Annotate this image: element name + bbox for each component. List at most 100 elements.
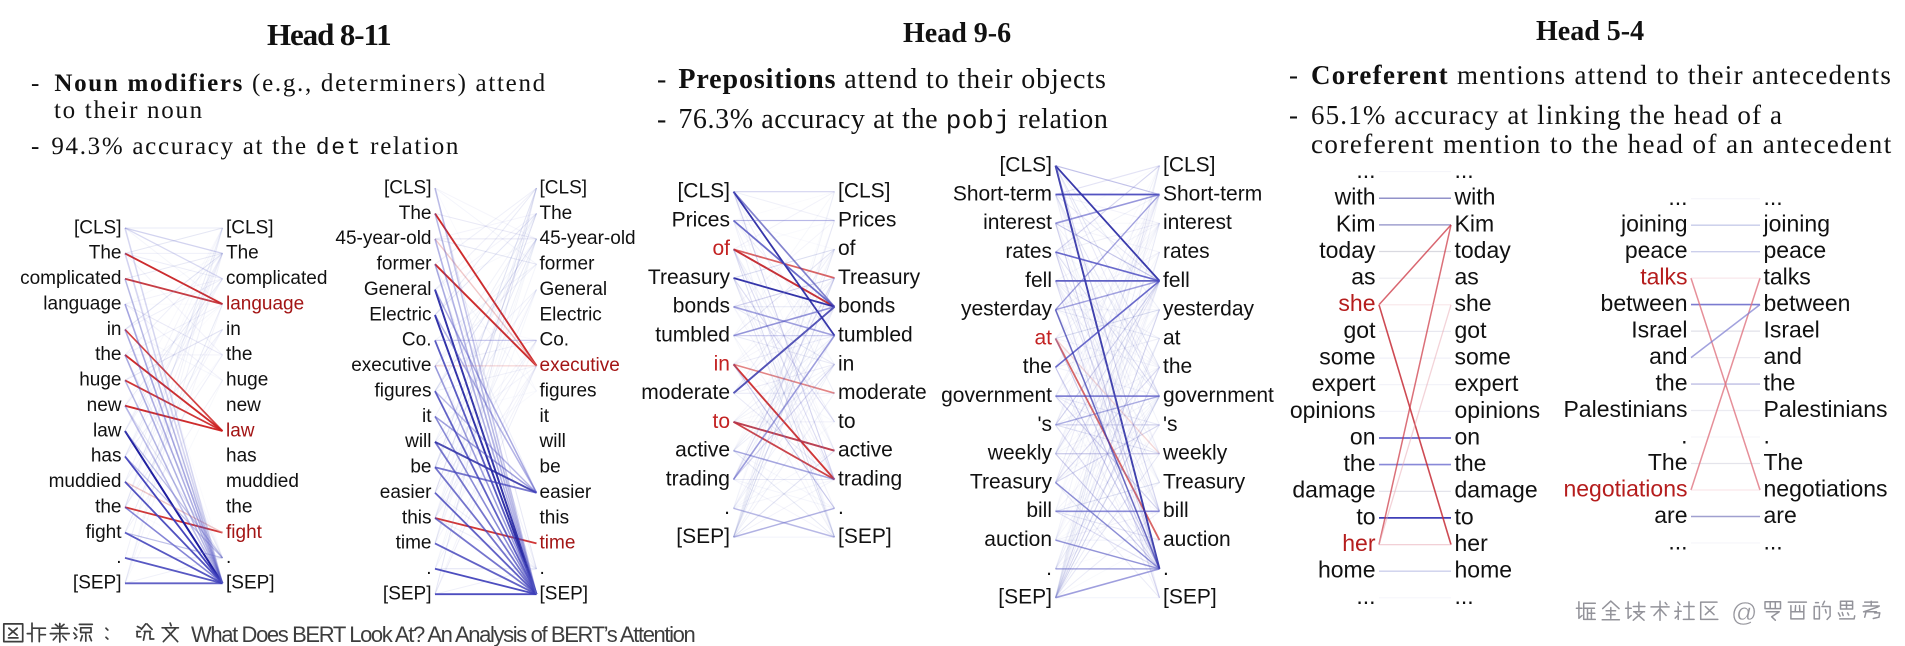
svg-text:.: . <box>540 558 545 579</box>
svg-text:will: will <box>404 431 431 452</box>
svg-text:on: on <box>1350 423 1376 449</box>
svg-text:Palestinians: Palestinians <box>1764 396 1888 422</box>
svg-text:[SEP]: [SEP] <box>676 525 730 548</box>
svg-text:language: language <box>226 293 304 314</box>
svg-text:Electric: Electric <box>540 304 602 325</box>
svg-text:auction: auction <box>984 528 1052 551</box>
svg-text:...: ... <box>1455 583 1474 609</box>
svg-text:fell: fell <box>1163 269 1190 292</box>
svg-text:'s: 's <box>1163 413 1178 436</box>
svg-text:muddied: muddied <box>49 471 122 492</box>
svg-text:the: the <box>1023 355 1052 378</box>
svg-text:at: at <box>1163 326 1181 349</box>
svg-text:time: time <box>540 533 576 554</box>
svg-text:...: ... <box>1668 184 1687 210</box>
svg-text:Israel: Israel <box>1764 317 1820 343</box>
svg-text:.: . <box>1163 557 1169 580</box>
svg-text:Prices: Prices <box>838 208 896 231</box>
svg-text:The: The <box>540 203 573 224</box>
svg-text:to: to <box>838 410 856 433</box>
svg-text:are: are <box>1654 502 1687 528</box>
svg-text:Treasury: Treasury <box>1163 470 1246 493</box>
svg-text:it: it <box>422 406 432 427</box>
svg-text:...: ... <box>1764 184 1783 210</box>
svg-text:Israel: Israel <box>1631 317 1687 343</box>
svg-text:interest: interest <box>983 211 1052 234</box>
svg-text:this: this <box>402 507 432 528</box>
svg-text:[SEP]: [SEP] <box>73 573 122 594</box>
svg-text:to: to <box>712 410 730 433</box>
svg-text:moderate: moderate <box>838 381 927 404</box>
svg-text:Co.: Co. <box>402 330 432 351</box>
svg-text:weekly: weekly <box>1162 442 1228 465</box>
svg-text:[SEP]: [SEP] <box>838 525 892 548</box>
svg-text:bill: bill <box>1026 499 1052 522</box>
svg-text:new: new <box>226 395 261 416</box>
svg-text:she: she <box>1455 290 1492 316</box>
svg-text:and: and <box>1649 343 1687 369</box>
svg-text:complicated: complicated <box>20 268 121 289</box>
svg-text:to: to <box>1356 503 1375 529</box>
svg-text:[CLS]: [CLS] <box>999 154 1052 177</box>
svg-text:General: General <box>364 279 432 300</box>
svg-text:rates: rates <box>1163 240 1210 263</box>
svg-text:negotiations: negotiations <box>1764 475 1888 501</box>
svg-text:bonds: bonds <box>838 295 895 318</box>
svg-text:Kim: Kim <box>1336 210 1376 236</box>
svg-text:@: @ <box>1731 597 1757 627</box>
svg-text:has: has <box>91 446 122 467</box>
svg-text:trading: trading <box>666 467 730 490</box>
svg-text:will: will <box>539 431 566 452</box>
svg-text:new: new <box>87 395 122 416</box>
svg-text:complicated: complicated <box>226 268 327 289</box>
svg-text:opinions: opinions <box>1290 397 1376 423</box>
svg-text:be: be <box>540 457 561 478</box>
svg-text:The: The <box>226 243 259 264</box>
svg-text:as: as <box>1455 264 1479 290</box>
svg-text:.: . <box>1046 557 1052 580</box>
svg-text:peace: peace <box>1625 237 1688 263</box>
svg-text:former: former <box>377 254 433 275</box>
svg-text:Palestinians: Palestinians <box>1563 396 1687 422</box>
svg-text:negotiations: negotiations <box>1563 475 1687 501</box>
svg-text:has: has <box>226 446 257 467</box>
svg-text:General: General <box>540 279 608 300</box>
svg-text:.: . <box>724 496 730 519</box>
svg-text:executive: executive <box>351 355 431 376</box>
svg-text:she: she <box>1338 290 1375 316</box>
svg-text:yesterday: yesterday <box>961 298 1053 321</box>
svg-text:got: got <box>1455 317 1488 343</box>
svg-text:her: her <box>1342 530 1376 556</box>
svg-text:law: law <box>93 420 122 441</box>
svg-text:expert: expert <box>1455 370 1520 396</box>
svg-text:some: some <box>1455 344 1511 370</box>
svg-text:the: the <box>1163 355 1192 378</box>
svg-text:the: the <box>226 344 252 365</box>
svg-text:huge: huge <box>79 370 121 391</box>
svg-text:got: got <box>1344 317 1377 343</box>
svg-text:opinions: opinions <box>1455 397 1541 423</box>
svg-text:The: The <box>89 243 122 264</box>
svg-text:Short-term: Short-term <box>1163 182 1262 205</box>
svg-text:with: with <box>1454 184 1496 210</box>
svg-text:executive: executive <box>540 355 620 376</box>
svg-text:law: law <box>226 420 255 441</box>
svg-text:weekly: weekly <box>987 442 1053 465</box>
svg-text:be: be <box>410 457 431 478</box>
svg-text:and: and <box>1764 343 1802 369</box>
svg-text:[CLS]: [CLS] <box>74 217 122 238</box>
svg-text:[CLS]: [CLS] <box>677 180 730 203</box>
svg-text:Prices: Prices <box>672 208 730 231</box>
svg-text:...: ... <box>1356 583 1375 609</box>
svg-text:active: active <box>675 439 730 462</box>
svg-text:at: at <box>1034 326 1052 349</box>
svg-text:as: as <box>1351 264 1375 290</box>
svg-text:time: time <box>396 533 432 554</box>
svg-text:[SEP]: [SEP] <box>226 573 275 594</box>
svg-text:[SEP]: [SEP] <box>1163 586 1217 609</box>
svg-text:joining: joining <box>1763 211 1831 237</box>
svg-text:the: the <box>95 344 121 365</box>
svg-text:rates: rates <box>1005 240 1052 263</box>
svg-text:...: ... <box>1668 528 1687 554</box>
svg-text:the: the <box>1656 370 1688 396</box>
